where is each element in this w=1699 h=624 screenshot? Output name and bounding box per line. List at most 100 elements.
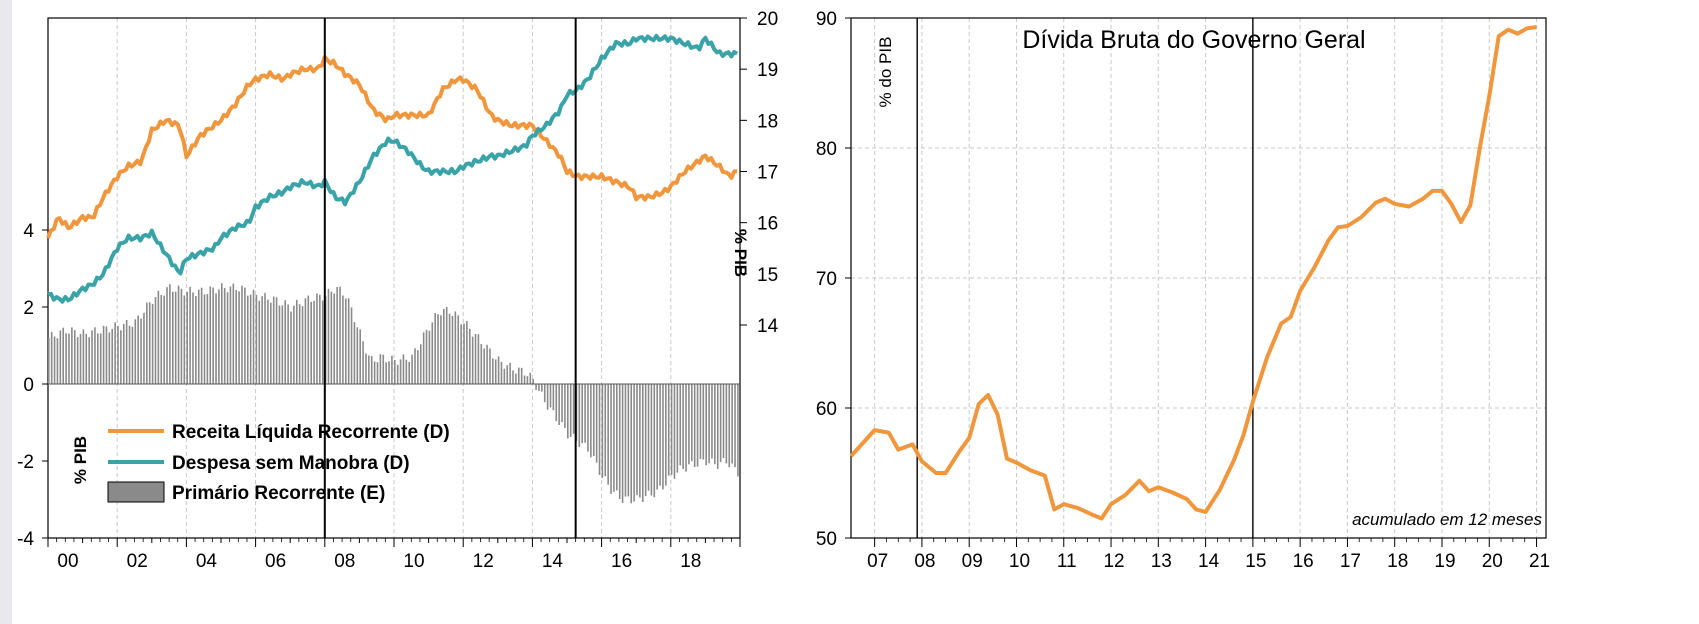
primario-bar bbox=[725, 384, 728, 464]
primario-bar bbox=[94, 327, 96, 384]
primario-bar bbox=[549, 384, 552, 408]
primario-bar bbox=[137, 315, 139, 384]
primario-bar bbox=[281, 305, 284, 384]
divida-line bbox=[849, 25, 1537, 521]
primario-bar bbox=[641, 384, 644, 502]
primario-bar bbox=[108, 332, 111, 384]
primario-bar bbox=[500, 361, 503, 384]
primario-bar bbox=[148, 302, 151, 384]
primario-bar bbox=[342, 295, 344, 384]
primario-bar bbox=[206, 294, 209, 384]
primario-bar bbox=[143, 312, 145, 384]
primario-bar bbox=[97, 333, 99, 384]
primario-bar bbox=[448, 313, 451, 384]
primario-bar bbox=[419, 344, 422, 384]
primario-bar bbox=[414, 348, 416, 384]
primario-bar bbox=[494, 359, 497, 384]
primario-bar bbox=[336, 287, 338, 384]
primario-bars bbox=[48, 283, 739, 504]
primario-bar bbox=[131, 326, 134, 384]
primario-bar bbox=[215, 293, 217, 384]
primario-bar bbox=[370, 356, 373, 384]
primario-bar bbox=[160, 295, 163, 384]
primario-bar bbox=[474, 333, 477, 384]
primario-bar bbox=[693, 384, 696, 468]
primario-bar bbox=[431, 322, 434, 384]
primario-bar bbox=[512, 370, 514, 384]
primario-bar bbox=[218, 289, 220, 384]
primario-bar bbox=[163, 295, 165, 384]
right-tick-label: 16 bbox=[757, 214, 778, 235]
primario-bar bbox=[722, 384, 725, 459]
primario-bar bbox=[673, 384, 676, 479]
primario-bar bbox=[734, 384, 736, 468]
primario-bar bbox=[564, 384, 566, 429]
primario-bar bbox=[572, 384, 575, 434]
x-tick-label: 16 bbox=[1293, 551, 1314, 572]
primario-bar bbox=[347, 298, 350, 384]
primario-bar bbox=[440, 315, 442, 384]
x-tick-label: 10 bbox=[403, 551, 424, 572]
primario-bar bbox=[405, 359, 408, 384]
primario-bar bbox=[529, 372, 532, 384]
primario-bar bbox=[598, 384, 601, 475]
y-tick-label: 90 bbox=[816, 9, 837, 30]
primario-bar bbox=[659, 384, 661, 486]
primario-bar bbox=[261, 296, 263, 384]
primario-bar bbox=[590, 384, 592, 458]
primario-bar bbox=[561, 384, 563, 423]
primario-bar bbox=[515, 373, 517, 384]
primario-bar bbox=[295, 299, 298, 384]
primario-bar bbox=[595, 384, 598, 463]
primario-bar bbox=[425, 329, 428, 384]
primario-bar bbox=[362, 341, 364, 384]
primario-bar bbox=[79, 333, 82, 384]
primario-bar bbox=[538, 384, 540, 391]
primario-bar bbox=[676, 384, 679, 473]
right-chart: 50 60 70 80 90 07 08 09 10 11 12 13 14 15 16 17 18 19 20 21… bbox=[816, 9, 1550, 572]
primario-bar bbox=[541, 384, 543, 392]
primario-bar bbox=[105, 326, 108, 384]
primario-bar bbox=[616, 384, 618, 491]
primario-bar bbox=[437, 314, 439, 384]
primario-bar bbox=[226, 292, 229, 384]
primario-bar bbox=[125, 319, 128, 384]
primario-bar bbox=[587, 384, 589, 452]
primario-bar bbox=[737, 384, 739, 477]
primario-bar bbox=[287, 304, 289, 384]
primario-bar bbox=[422, 332, 425, 384]
y-axis-label: % do PIB bbox=[876, 37, 895, 108]
primario-bar bbox=[59, 330, 62, 384]
primario-bar bbox=[203, 294, 206, 384]
primario-bar bbox=[258, 300, 261, 384]
primario-bar bbox=[604, 384, 607, 477]
primario-bar bbox=[417, 350, 419, 384]
primario-bar bbox=[385, 362, 387, 384]
primario-bar bbox=[71, 327, 73, 384]
primario-bar bbox=[636, 384, 638, 496]
primario-bar bbox=[396, 364, 399, 384]
primario-bar bbox=[460, 324, 462, 384]
primario-bar bbox=[411, 354, 413, 384]
y-tick-label: 60 bbox=[816, 399, 837, 420]
primario-bar bbox=[517, 367, 520, 384]
primario-bar bbox=[391, 355, 393, 384]
primario-bar bbox=[229, 286, 232, 384]
primario-bar bbox=[65, 333, 67, 384]
primario-bar bbox=[151, 303, 154, 384]
primario-bar bbox=[728, 384, 731, 468]
y-tick-label: 50 bbox=[816, 529, 837, 550]
annotation-note: acumulado em 12 meses bbox=[1352, 510, 1542, 529]
primario-bar bbox=[223, 287, 226, 384]
primario-bar bbox=[195, 296, 197, 384]
primario-bar bbox=[235, 290, 238, 384]
primario-bar bbox=[293, 305, 295, 384]
primario-bar bbox=[682, 384, 684, 469]
primario-bar bbox=[310, 301, 312, 384]
primario-bar bbox=[688, 384, 690, 465]
primario-bar bbox=[212, 287, 214, 384]
primario-bar bbox=[434, 313, 436, 384]
primario-bar bbox=[457, 315, 460, 384]
